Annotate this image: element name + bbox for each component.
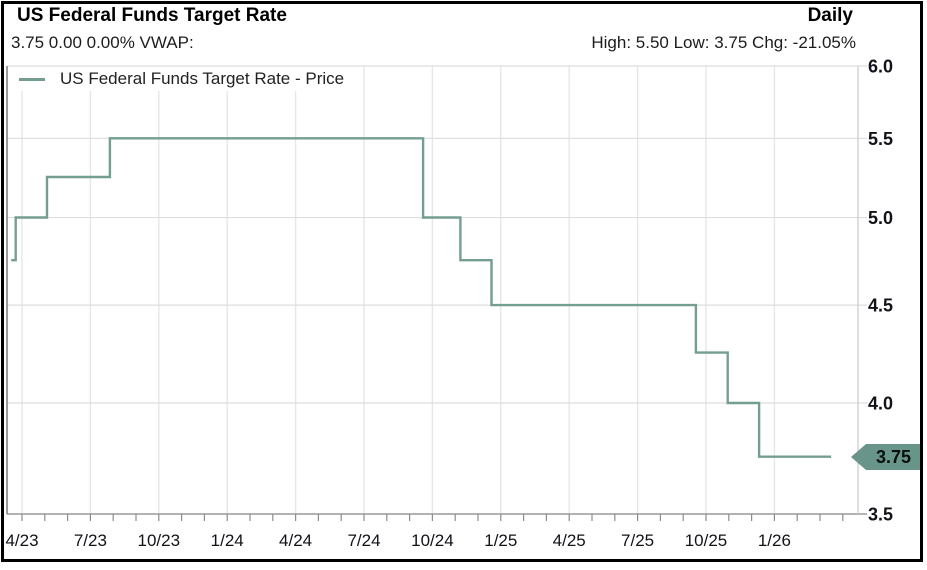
legend-label: US Federal Funds Target Rate - Price [60,69,345,88]
quote-stats-row: 3.75 0.00 0.00% VWAP: High: 5.50 Low: 3.… [11,33,856,53]
x-tick-label: 4/23 [5,531,38,550]
x-tick-label: 7/24 [347,531,380,550]
x-tick-label: 1/26 [758,531,791,550]
y-tick-label: 5.0 [868,208,893,228]
y-tick-label: 3.5 [868,505,893,525]
last-price-value: 3.75 [866,444,921,470]
x-tick-label: 1/25 [484,531,517,550]
price-step-line [11,137,832,458]
page-title: US Federal Funds Target Rate [17,5,287,26]
x-tick-label: 4/24 [279,531,312,550]
legend: US Federal Funds Target Rate - Price [10,67,359,91]
x-tick-label: 10/23 [138,531,181,550]
x-tick-label: 7/23 [74,531,107,550]
high-low-change-text: High: 5.50 Low: 3.75 Chg: -21.05% [591,33,856,52]
y-tick-label: 5.5 [868,129,893,149]
last-quote-text: 3.75 0.00 0.00% VWAP: [11,33,194,52]
x-tick-label: 10/25 [685,531,728,550]
legend-line-swatch-icon [19,77,45,81]
x-tick-label: 10/24 [411,531,454,550]
frequency-label: Daily [807,5,853,26]
header-row: US Federal Funds Target Rate Daily [17,5,853,27]
x-tick-label: 1/24 [211,531,244,550]
x-tick-label: 4/25 [553,531,586,550]
last-price-tag: 3.75 [851,444,921,470]
y-tick-label: 4.0 [868,394,893,414]
x-tick-label: 7/25 [621,531,654,550]
y-tick-label: 6.0 [868,57,893,77]
tag-left-arrow-icon [851,444,866,470]
y-tick-label: 4.5 [868,296,893,316]
